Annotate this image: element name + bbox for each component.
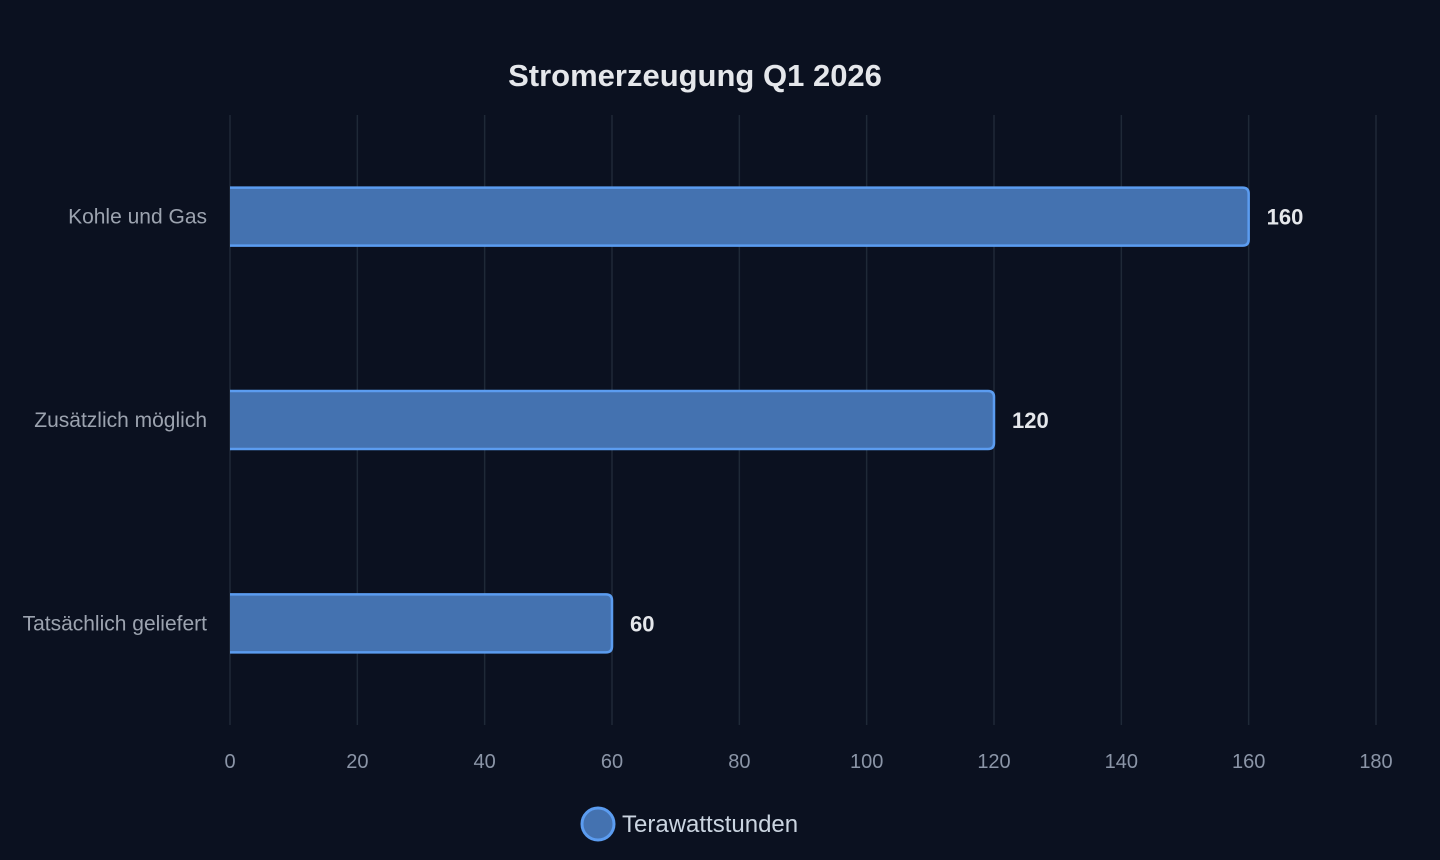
value-label-2: 60 (630, 611, 654, 636)
bar-0[interactable] (230, 186, 1250, 247)
x-tick-label-5: 100 (850, 751, 883, 773)
x-axis-ticks: 0 20 40 60 80 100 120 140 160 180 (224, 751, 1392, 773)
x-tick-label-6: 120 (977, 751, 1010, 773)
x-tick-label-2: 40 (474, 751, 496, 773)
x-tick-label-0: 0 (224, 751, 235, 773)
category-label-0: Kohle und Gas (68, 206, 207, 229)
category-label-1: Zusätzlich möglich (34, 409, 207, 432)
legend-swatch[interactable] (580, 806, 616, 842)
value-label-0: 160 (1267, 205, 1304, 230)
x-tick-label-3: 60 (601, 751, 623, 773)
legend[interactable]: Terawattstunden (580, 806, 798, 842)
category-labels: Kohle und Gas Zusätzlich möglich Tatsächli… (23, 206, 208, 636)
bar-1[interactable] (230, 389, 996, 451)
x-tick-label-4: 80 (728, 751, 750, 773)
value-label-1: 120 (1012, 408, 1049, 433)
value-labels: 160 120 60 (630, 205, 1303, 637)
chart-title: Stromerzeugung Q1 2026 (508, 58, 882, 93)
x-tick-label-9: 180 (1359, 751, 1392, 773)
bars (230, 186, 1250, 654)
bar-2[interactable] (230, 593, 614, 654)
legend-label[interactable]: Terawattstunden (622, 811, 798, 838)
x-tick-label-1: 20 (346, 751, 368, 773)
x-tick-label-7: 140 (1105, 751, 1138, 773)
x-tick-label-8: 160 (1232, 751, 1265, 773)
category-label-2: Tatsächlich geliefert (23, 612, 208, 635)
